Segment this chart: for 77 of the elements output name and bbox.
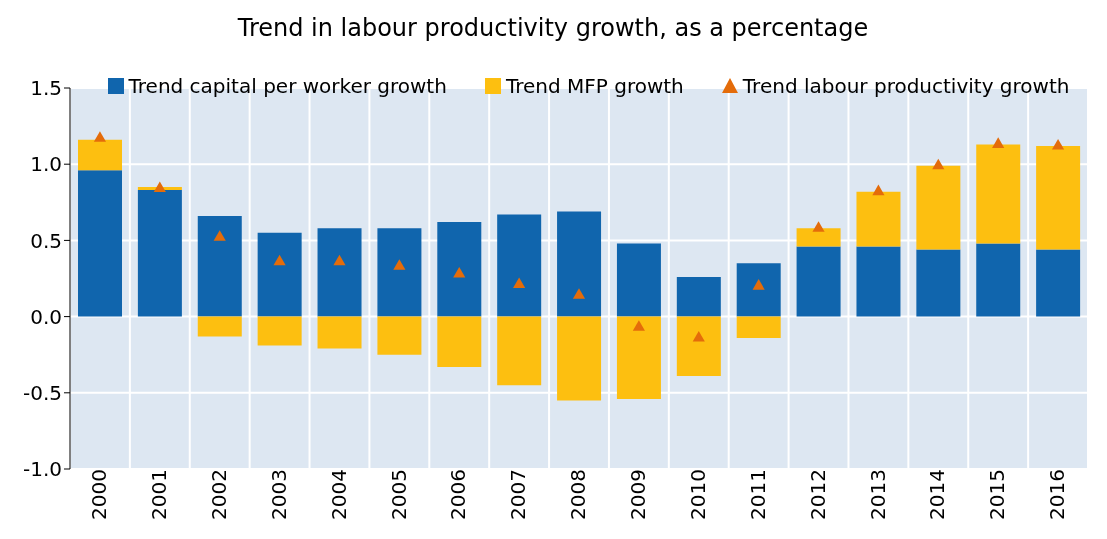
x-tick-label: 2002 — [206, 469, 231, 520]
bar — [497, 316, 542, 386]
x-tick-label: 2005 — [386, 469, 411, 520]
bar — [976, 243, 1021, 317]
point — [1051, 138, 1065, 150]
x-tick-label: 2014 — [925, 469, 950, 520]
y-tick-label: 1.5 — [30, 76, 62, 101]
point — [93, 131, 107, 142]
bar — [197, 316, 242, 337]
bar — [616, 243, 661, 317]
bar — [257, 316, 302, 346]
legend-label: Trend MFP growth — [505, 74, 684, 98]
y-tick-label: 0.0 — [30, 304, 62, 329]
point — [333, 254, 346, 266]
x-tick-label: 2015 — [985, 469, 1010, 520]
x-tick-label: 2003 — [266, 469, 291, 520]
x-tick-label: 2012 — [805, 469, 830, 520]
point — [213, 230, 226, 241]
legend-label: Trend capital per worker growth — [128, 74, 447, 98]
bar — [916, 249, 961, 317]
bar — [557, 211, 602, 317]
x-tick-label: 2006 — [446, 469, 471, 520]
bar — [736, 263, 781, 317]
bar — [377, 316, 422, 355]
bar — [137, 190, 182, 317]
point — [153, 181, 166, 193]
point — [872, 184, 885, 196]
bar — [197, 216, 242, 317]
point — [572, 288, 586, 299]
x-tick-label: 2016 — [1045, 469, 1070, 520]
y-tick-label: 0.5 — [30, 228, 62, 253]
bar — [616, 316, 661, 399]
bar — [317, 316, 362, 349]
bar — [317, 228, 362, 317]
bar — [377, 228, 422, 317]
point — [453, 266, 466, 278]
bar — [856, 246, 901, 317]
point — [752, 279, 765, 290]
legend-label: Trend labour productivity growth — [742, 74, 1070, 98]
x-tick-label: 2010 — [685, 469, 710, 520]
point — [273, 254, 286, 266]
bar — [557, 316, 602, 401]
point — [513, 277, 526, 289]
bar — [78, 139, 122, 171]
bar — [437, 316, 482, 367]
bar — [796, 228, 841, 247]
x-tick-label: 2001 — [147, 469, 172, 520]
bar — [257, 232, 302, 317]
x-tick-label: 2007 — [506, 469, 531, 520]
y-tick-label: -0.5 — [22, 380, 62, 405]
x-tick-label: 2009 — [626, 469, 651, 520]
bar — [1036, 249, 1081, 317]
x-tick-label: 2013 — [865, 469, 890, 520]
x-tick-label: 2008 — [566, 469, 591, 520]
bar — [856, 191, 901, 247]
bar — [437, 222, 482, 317]
bar — [796, 246, 841, 317]
bar — [1036, 145, 1081, 250]
bar — [676, 276, 721, 317]
point — [692, 330, 705, 342]
x-tick-label: 2004 — [326, 469, 351, 520]
chart-title: Trend in labour productivity growth, as a percentage — [236, 13, 870, 44]
point — [632, 320, 645, 331]
y-tick-label: 1.0 — [30, 152, 62, 177]
bar — [976, 144, 1021, 244]
bar — [736, 316, 781, 338]
point — [812, 221, 825, 232]
bar — [676, 316, 721, 377]
x-tick-label: 2000 — [87, 469, 112, 520]
y-tick-label: -1.0 — [22, 457, 62, 482]
bar — [916, 165, 961, 250]
point — [992, 137, 1005, 148]
point — [393, 259, 406, 270]
bar — [78, 170, 122, 317]
bar — [497, 214, 542, 317]
point — [932, 158, 945, 170]
x-tick-label: 2011 — [745, 469, 770, 520]
